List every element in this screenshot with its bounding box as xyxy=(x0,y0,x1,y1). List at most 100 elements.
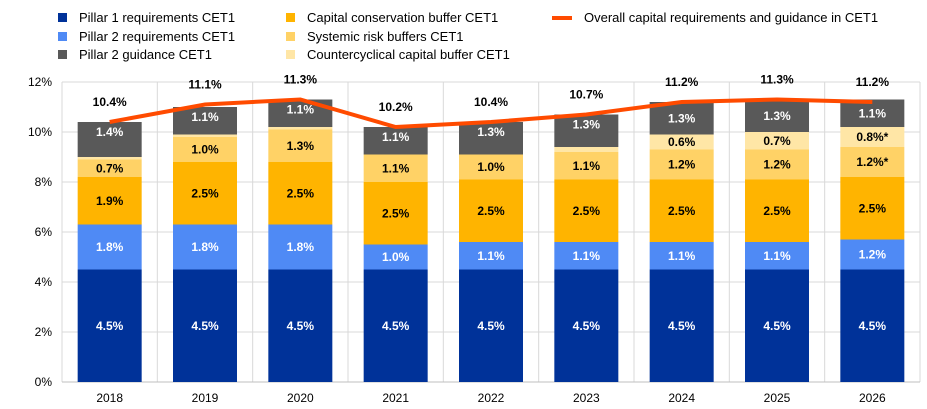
legend-item-p2r: Pillar 2 requirements CET1 xyxy=(58,29,235,44)
total-label: 11.2% xyxy=(665,75,699,89)
bar-segment xyxy=(554,147,619,152)
data-label: 0.7% xyxy=(763,134,791,148)
data-label: 1.1% xyxy=(477,249,505,263)
legend-item-p2g: Pillar 2 guidance CET1 xyxy=(58,47,212,62)
bar-segment xyxy=(745,269,809,382)
bar-segment xyxy=(268,162,333,225)
bar-segment xyxy=(459,242,523,270)
bar-segment xyxy=(173,134,237,137)
data-label: 1.8% xyxy=(287,240,315,254)
legend-label: Pillar 2 guidance CET1 xyxy=(79,47,212,62)
y-tick-label: 4% xyxy=(35,275,53,289)
legend-label: Pillar 1 requirements CET1 xyxy=(79,10,236,25)
legend-swatch xyxy=(286,13,295,22)
data-label: 1.8% xyxy=(96,240,124,254)
legend-label: Overall capital requirements and guidanc… xyxy=(584,10,879,25)
bar-segment xyxy=(554,179,619,242)
legend-line-swatch xyxy=(552,15,572,20)
data-label: 1.1% xyxy=(191,110,219,124)
bar-segment xyxy=(459,179,523,242)
total-label: 11.3% xyxy=(284,73,318,87)
bar-segment xyxy=(459,154,523,180)
bar-segment xyxy=(840,127,905,147)
x-tick-label: 2023 xyxy=(573,391,600,405)
total-label: 10.4% xyxy=(93,95,127,109)
legend-item-line: Overall capital requirements and guidanc… xyxy=(552,10,878,25)
legend-item-srb: Systemic risk buffers CET1 xyxy=(286,29,464,44)
bar-segment xyxy=(77,224,142,270)
bar-segment xyxy=(840,177,905,240)
data-label: 0.0% xyxy=(477,143,505,157)
bar-segment xyxy=(649,242,714,270)
data-label: 0.1% xyxy=(287,115,315,129)
data-label: 1.0% xyxy=(382,250,410,264)
total-label: 11.2% xyxy=(856,75,890,89)
bar-segment xyxy=(840,239,905,270)
legend-swatch xyxy=(58,13,67,22)
data-label: 4.5% xyxy=(477,319,505,333)
legend-label: Capital conservation buffer CET1 xyxy=(307,10,499,25)
bar-segment xyxy=(745,242,809,270)
x-tick-label: 2022 xyxy=(478,391,505,405)
data-label: 1.2% xyxy=(668,158,696,172)
bar-segment xyxy=(77,159,142,177)
line-series xyxy=(109,97,873,130)
bar-segment xyxy=(649,149,714,180)
data-label: 2.5% xyxy=(191,186,219,200)
x-tick-label: 2018 xyxy=(96,391,123,405)
bar-segment xyxy=(649,269,714,382)
bar-segment xyxy=(459,269,523,382)
data-label: 1.3% xyxy=(573,118,601,132)
bar-segment xyxy=(649,134,714,150)
data-label: 4.5% xyxy=(859,319,887,333)
data-label: 1.3% xyxy=(763,109,791,123)
total-label: 10.7% xyxy=(569,88,603,102)
data-label: 2.5% xyxy=(287,186,315,200)
data-label: 1.1% xyxy=(287,103,315,117)
data-label: 0.7% xyxy=(96,161,124,175)
bar-segment xyxy=(173,107,237,135)
data-label: 2.5% xyxy=(859,201,887,215)
data-label: 1.2% xyxy=(859,248,887,262)
bar-segment xyxy=(268,99,333,127)
bar-segment xyxy=(554,242,619,270)
data-label: 1.2%* xyxy=(856,155,888,169)
data-label: 4.5% xyxy=(382,319,410,333)
bar-segment xyxy=(173,162,237,225)
data-label: 1.2% xyxy=(763,158,791,172)
bar-segment xyxy=(268,129,333,162)
total-label: 10.2% xyxy=(379,100,413,114)
data-label: 0.1% xyxy=(191,123,219,137)
y-tick-label: 8% xyxy=(35,175,53,189)
data-label: 1.1% xyxy=(573,159,601,173)
data-label: 4.5% xyxy=(191,319,219,333)
data-label: 1.1% xyxy=(382,161,410,175)
data-label: 4.5% xyxy=(668,319,696,333)
data-label: 1.4% xyxy=(96,125,124,139)
data-label: 0.8%* xyxy=(856,130,888,144)
bar-segment xyxy=(77,122,142,157)
y-tick-label: 6% xyxy=(35,225,53,239)
bar-segment xyxy=(459,122,523,155)
legend-item-p1r: Pillar 1 requirements CET1 xyxy=(58,10,235,25)
bar-segment xyxy=(745,132,809,150)
bar-segment xyxy=(554,269,619,382)
data-label: 0.2% xyxy=(573,135,601,149)
bar-segment xyxy=(77,177,142,225)
data-label: 0.1% xyxy=(96,145,124,159)
bar-segment xyxy=(554,152,619,180)
bar-segment xyxy=(745,149,809,180)
data-label: 1.3% xyxy=(477,125,505,139)
data-label: 1.1% xyxy=(382,130,410,144)
legend-label: Systemic risk buffers CET1 xyxy=(307,29,464,44)
data-label: 4.5% xyxy=(763,319,791,333)
bar-segment xyxy=(363,269,428,382)
bar-segment xyxy=(554,114,619,147)
legend-label: Countercyclical capital buffer CET1 xyxy=(307,47,510,62)
bar-segment xyxy=(173,137,237,162)
bar-segment xyxy=(745,99,809,132)
legend-swatch xyxy=(286,50,295,59)
bar-segment xyxy=(840,147,905,177)
bar-segment xyxy=(363,127,428,155)
